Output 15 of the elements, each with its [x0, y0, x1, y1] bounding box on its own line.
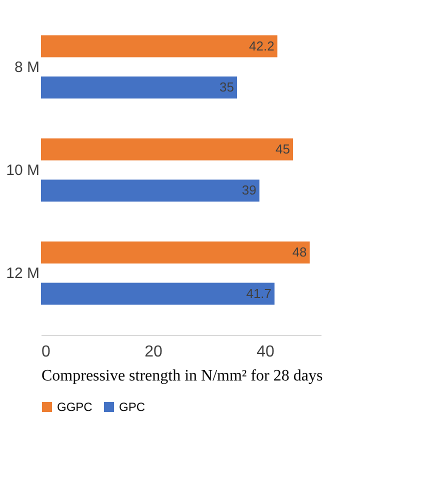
x-axis-title: Compressive strength in N/mm² for 28 days — [42, 368, 323, 384]
x-tick-label: 20 — [144, 344, 162, 360]
y-tick-label: 10 M — [6, 162, 40, 179]
data-label: 48 — [292, 244, 307, 260]
x-tick-label: 0 — [42, 344, 50, 360]
data-label: 45 — [276, 141, 290, 156]
legend-label: GPC — [119, 400, 146, 414]
data-label: 41.7 — [246, 286, 272, 301]
y-tick-label: 8 M — [14, 58, 40, 76]
data-label: 42.2 — [249, 38, 274, 54]
data-label: 35 — [220, 80, 234, 94]
x-tick-label: 40 — [256, 344, 274, 360]
y-tick-label: 12 M — [6, 265, 40, 282]
legend-label: GGPC — [57, 400, 93, 414]
data-label: 39 — [242, 182, 256, 198]
